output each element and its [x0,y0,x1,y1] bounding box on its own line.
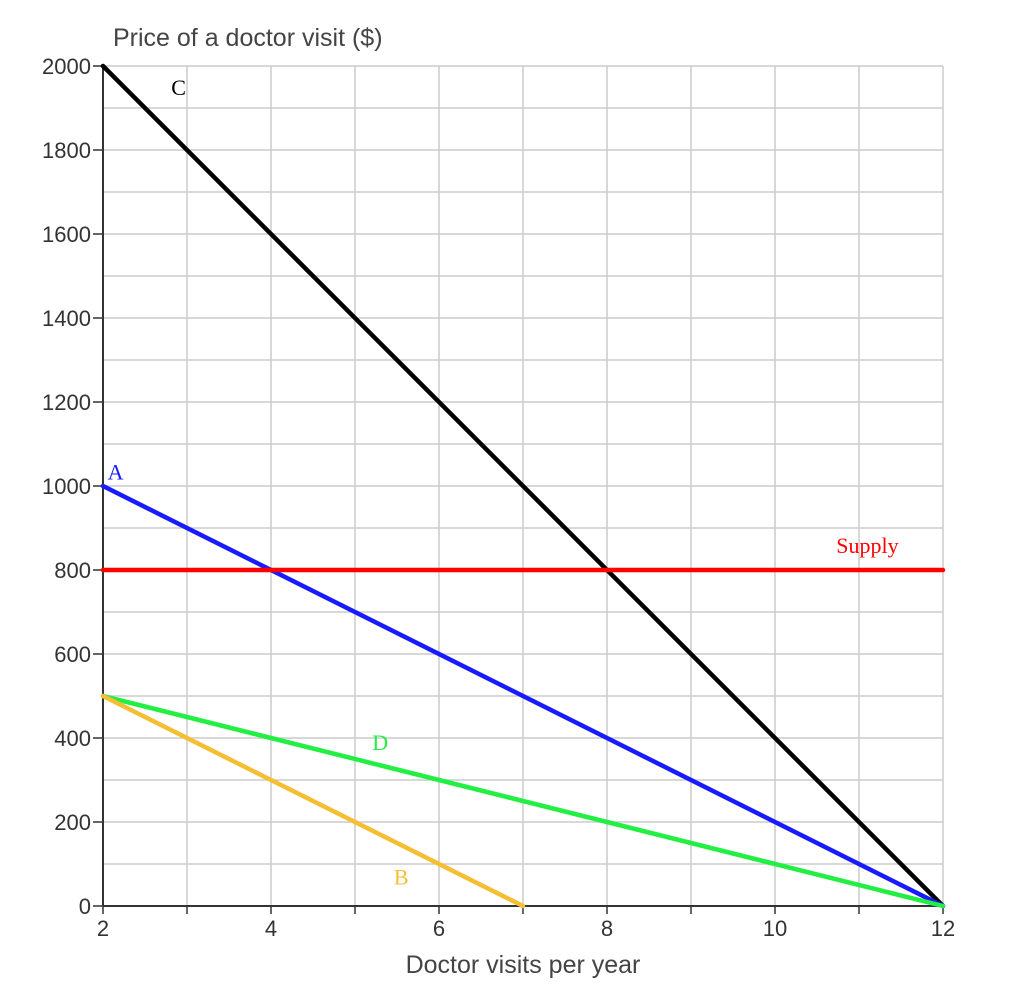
x-tick-label: 12 [931,916,955,941]
x-tick-label: 2 [97,916,109,941]
series-label-b: B [394,865,409,890]
series-line-c [100,63,946,909]
axes: 2 4 6 8 10 12 0 200 400 600 800 1000 1200 1400 1600 180… [42,54,955,941]
series-label-supply: Supply [836,533,898,558]
series-labels: C A Supply D B [108,75,899,890]
series-lines [100,63,946,909]
y-tick-label: 400 [54,726,91,751]
x-tick-label: 10 [763,916,787,941]
x-tick-label: 8 [601,916,613,941]
y-tick-label: 1600 [42,222,91,247]
y-tick-label: 1000 [42,474,91,499]
y-tick-label: 800 [54,558,91,583]
y-tick-label: 2000 [42,54,91,79]
y-tick-label: 1400 [42,306,91,331]
series-label-d: D [372,730,388,755]
x-axis-title: Doctor visits per year [406,951,641,979]
series-line-d [100,693,946,909]
y-tick-label: 200 [54,810,91,835]
y-tick-label: 600 [54,642,91,667]
series-label-c: C [171,75,186,100]
y-tick-label: 1200 [42,390,91,415]
series-line-b [100,693,526,909]
y-axis-title: Price of a doctor visit ($) [113,24,383,52]
series-label-a: A [108,459,124,484]
x-tick-label: 4 [265,916,277,941]
y-tick-label: 0 [79,894,91,919]
x-tick-label: 6 [433,916,445,941]
series-line-a [100,483,946,909]
y-tick-label: 1800 [42,138,91,163]
